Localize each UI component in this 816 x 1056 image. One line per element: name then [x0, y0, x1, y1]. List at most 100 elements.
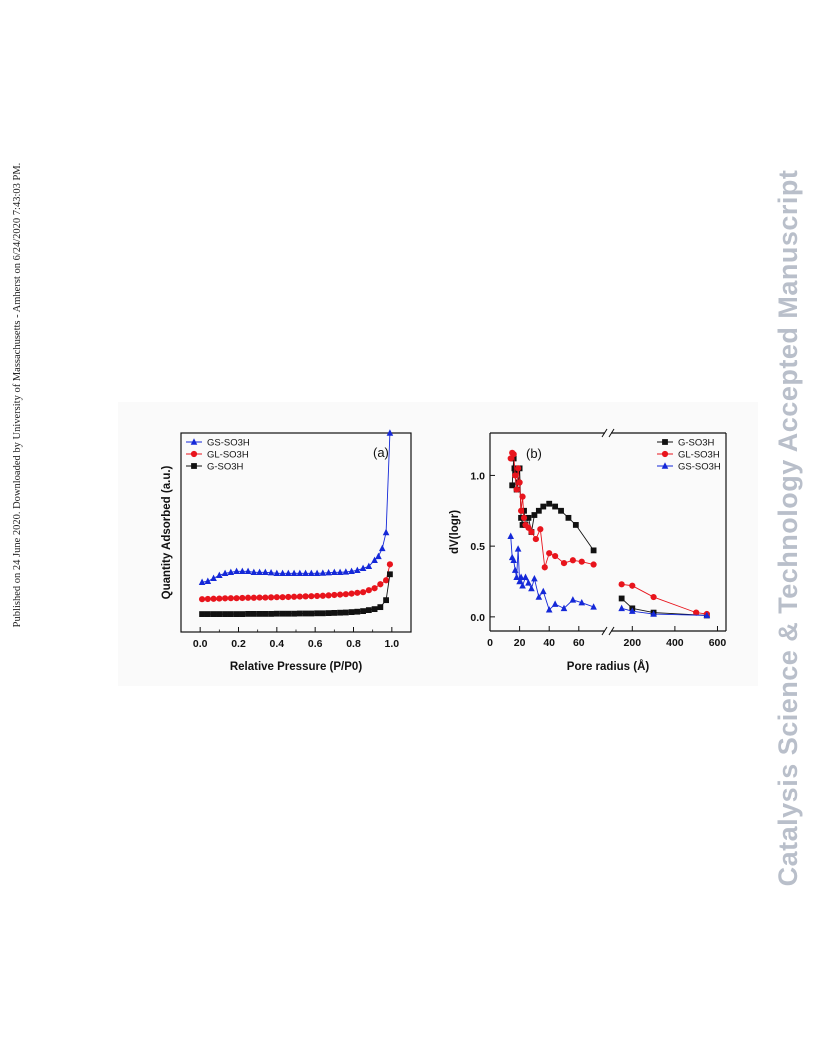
data-point-GS-SO3H — [545, 606, 553, 613]
data-point-G-SO3H — [525, 514, 532, 521]
data-point-GS-SO3H — [273, 569, 281, 576]
data-point-G-SO3H — [239, 611, 246, 617]
data-point-GL-SO3H — [216, 595, 223, 602]
data-point-GS-SO3H — [336, 568, 344, 575]
data-point-GL-SO3H — [319, 592, 326, 599]
data-point-GS-SO3H — [204, 577, 212, 584]
data-point-GS-SO3H — [514, 545, 522, 552]
legend-marker — [661, 450, 669, 458]
legend-marker — [190, 450, 198, 458]
data-point-GL-SO3H — [560, 560, 568, 567]
x-tick-label-a: 1.0 — [385, 638, 400, 650]
data-point-GL-SO3H — [546, 550, 553, 557]
data-point-GS-SO3H — [371, 556, 378, 564]
data-point-G-SO3H — [204, 611, 211, 617]
y-tick-label-b: 0.5 — [470, 541, 485, 553]
data-point-GL-SO3H — [198, 596, 206, 603]
data-point-G-SO3H — [383, 597, 389, 604]
data-point-GS-SO3H — [531, 574, 538, 582]
data-point-GS-SO3H — [290, 569, 298, 576]
x-tick-label-a: 0.4 — [270, 638, 285, 650]
data-point-GL-SO3H — [382, 577, 390, 584]
data-point-GL-SO3H — [537, 526, 544, 533]
data-point-G-SO3H — [199, 611, 205, 617]
data-point-G-SO3H — [245, 610, 251, 617]
legend-marker — [661, 462, 669, 469]
data-point-GS-SO3H — [525, 579, 532, 586]
data-point-GS-SO3H — [375, 552, 382, 560]
data-point-GL-SO3H — [204, 595, 211, 603]
data-point-G-SO3H — [546, 500, 553, 507]
data-point-GL-SO3H — [520, 514, 528, 521]
series-G-SO3H — [199, 571, 393, 617]
data-point-GL-SO3H — [517, 507, 525, 514]
x-tick-label-b: 60 — [573, 637, 585, 649]
data-point-GS-SO3H — [551, 600, 559, 607]
data-point-GL-SO3H — [513, 486, 520, 493]
series-line-GS-SO3H — [621, 607, 707, 616]
series-G-SO3H — [509, 455, 710, 619]
data-point-G-SO3H — [325, 610, 332, 616]
data-point-GL-SO3H — [693, 609, 700, 616]
data-point-G-SO3H — [256, 610, 263, 617]
data-point-GL-SO3H — [629, 582, 636, 589]
data-point-G-SO3H — [377, 604, 384, 611]
x-tick-label-b: 200 — [624, 637, 642, 649]
series-GL-SO3H — [507, 449, 710, 618]
journal-watermark: Catalysis Science & Technology Accepted … — [773, 169, 803, 887]
data-point-G-SO3H — [227, 611, 234, 617]
y-tick-label-b: 1.0 — [470, 470, 485, 482]
data-point-GS-SO3H — [250, 568, 258, 575]
series-GS-SO3H — [507, 532, 711, 619]
data-point-GL-SO3H — [578, 558, 585, 565]
data-point-G-SO3H — [222, 611, 228, 617]
data-point-GS-SO3H — [703, 611, 711, 619]
data-point-G-SO3H — [371, 606, 378, 613]
data-point-GS-SO3H — [513, 573, 520, 580]
data-point-GS-SO3H — [256, 568, 263, 575]
legend-label: GS-SO3H — [207, 438, 250, 449]
data-point-GL-SO3H — [290, 593, 298, 600]
data-point-GS-SO3H — [319, 569, 327, 576]
data-point-G-SO3H — [296, 610, 303, 617]
data-point-GS-SO3H — [539, 587, 547, 595]
data-point-GL-SO3H — [541, 564, 548, 571]
legend-marker — [191, 463, 197, 469]
data-point-G-SO3H — [210, 611, 217, 617]
chart-panel-a: 0.0 0.2 0.4 0.6 0.8 1.0 Relative Pressure (P/P… — [161, 429, 412, 673]
data-point-GS-SO3H — [285, 569, 292, 576]
data-point-GL-SO3H — [325, 592, 332, 599]
panel-label-a: (a) — [373, 445, 389, 460]
data-point-G-SO3H — [565, 514, 572, 521]
data-point-GL-SO3H — [336, 591, 344, 598]
figure: 0.0 0.2 0.4 0.6 0.8 1.0 Relative Pressure (P/P… — [118, 402, 758, 686]
data-point-GS-SO3H — [516, 577, 523, 585]
legend-marker — [190, 438, 198, 445]
data-point-GS-SO3H — [221, 569, 229, 576]
data-point-GS-SO3H — [267, 568, 275, 576]
data-point-GL-SO3H — [528, 528, 535, 536]
x-tick-label-b: 0 — [487, 637, 493, 649]
data-point-GL-SO3H — [519, 493, 526, 500]
data-point-GL-SO3H — [302, 593, 309, 600]
data-point-GL-SO3H — [221, 595, 229, 602]
x-tick-label-b: 40 — [543, 637, 555, 649]
data-point-GS-SO3H — [198, 578, 206, 585]
data-point-GL-SO3H — [279, 594, 286, 601]
data-point-GS-SO3H — [302, 569, 309, 576]
data-point-G-SO3H — [285, 610, 292, 617]
data-point-GL-SO3H — [267, 594, 275, 601]
x-tick-label-b: 600 — [709, 637, 727, 649]
data-point-GL-SO3H — [590, 561, 597, 568]
data-point-GS-SO3H — [528, 584, 535, 592]
data-point-GS-SO3H — [560, 604, 568, 612]
data-point-G-SO3H — [360, 608, 366, 615]
series-GS-SO3H — [198, 429, 394, 585]
y-axis-label-a: Quantity Adsorbed (a.u.) — [161, 465, 173, 599]
data-point-G-SO3H — [590, 547, 597, 554]
series-GL-SO3H — [198, 561, 394, 603]
data-point-GL-SO3H — [516, 479, 523, 486]
data-point-GL-SO3H — [227, 595, 234, 602]
x-tick-label-a: 0.8 — [346, 638, 361, 650]
